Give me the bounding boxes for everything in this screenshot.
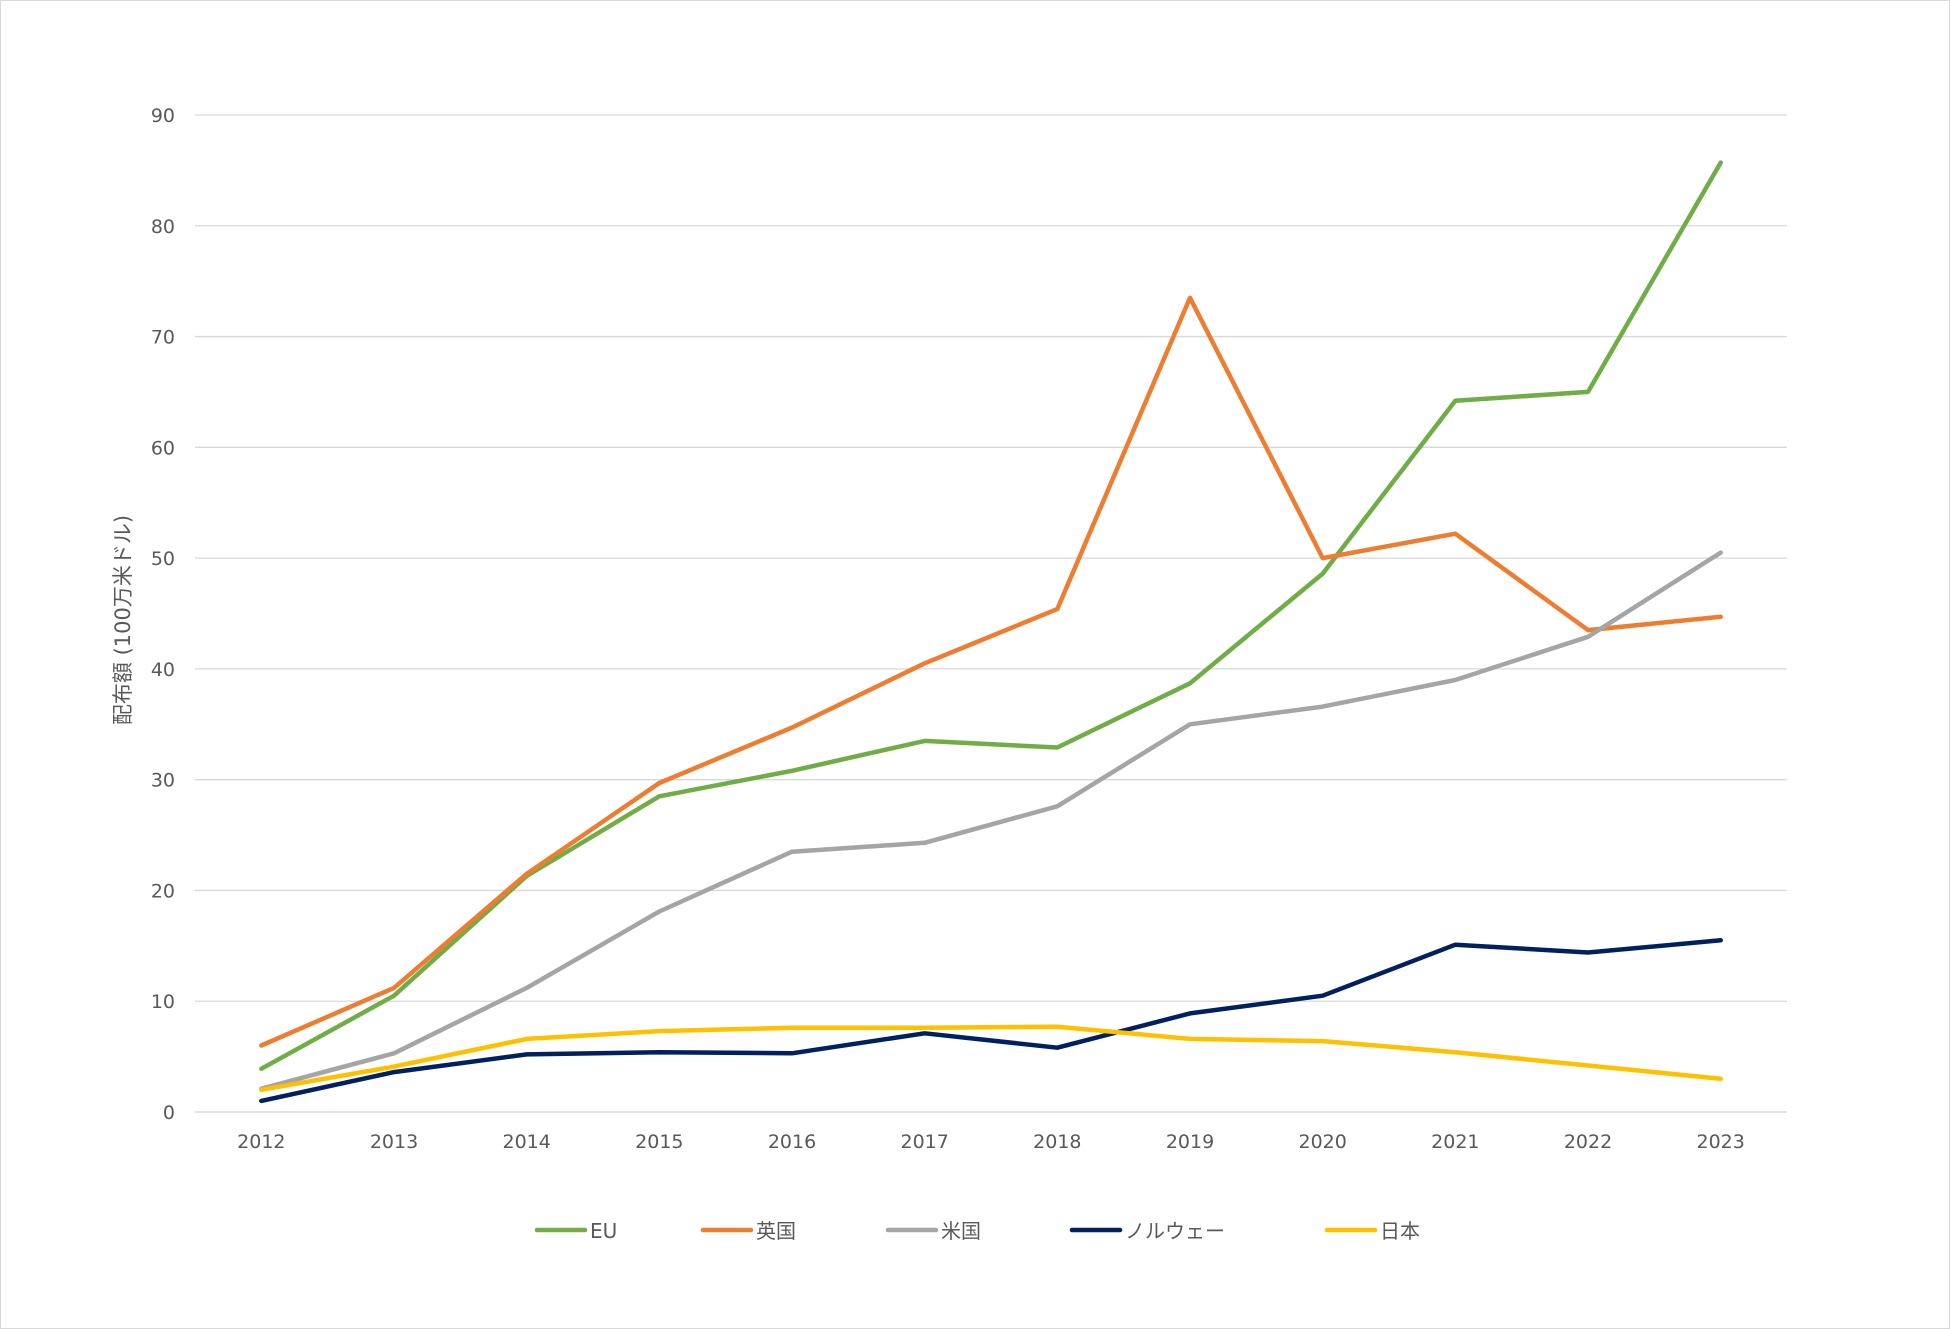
legend: EU 英国 米国 ノルウェー 日本 (534, 1219, 1420, 1243)
series-line-1 (259, 295, 1723, 1048)
legend-label-2: 米国 (941, 1219, 981, 1243)
x-tick-label: 2020 (1298, 1131, 1346, 1153)
legend-label-0: EU (590, 1219, 617, 1243)
y-tick-label: 80 (151, 216, 175, 238)
y-tick-label: 30 (151, 770, 175, 792)
series-line-0 (259, 160, 1723, 1072)
x-tick-label: 2017 (900, 1131, 948, 1153)
y-axis-ticks: 0 10 20 30 40 50 60 70 80 90 (151, 105, 175, 1124)
series-line-4 (259, 1024, 1723, 1093)
x-tick-label: 2013 (370, 1131, 418, 1153)
legend-label-1: 英国 (756, 1219, 796, 1243)
x-tick-label: 2016 (768, 1131, 816, 1153)
x-tick-label: 2018 (1033, 1131, 1081, 1153)
series-line-3 (259, 938, 1723, 1104)
y-tick-label: 60 (151, 437, 175, 459)
legend-label-3: ノルウェー (1125, 1219, 1225, 1243)
x-tick-label: 2021 (1431, 1131, 1479, 1153)
y-tick-label: 0 (163, 1102, 175, 1124)
x-tick-label: 2022 (1564, 1131, 1612, 1153)
y-tick-label: 70 (151, 327, 175, 349)
y-axis-title: 配布額 (100万米ドル) (111, 515, 135, 725)
y-tick-label: 10 (151, 991, 175, 1013)
y-tick-label: 90 (151, 105, 175, 127)
x-axis-ticks: 2012 2013 2014 2015 2016 2017 2018 2019 2020 2021… (237, 1131, 1745, 1153)
y-tick-label: 40 (151, 659, 175, 681)
series-line-2 (259, 550, 1723, 1091)
x-tick-label: 2012 (237, 1131, 285, 1153)
legend-label-4: 日本 (1380, 1219, 1420, 1243)
y-tick-label: 20 (151, 880, 175, 902)
x-tick-label: 2019 (1166, 1131, 1214, 1153)
gridlines (195, 114, 1787, 1113)
x-tick-label: 2023 (1696, 1131, 1744, 1153)
x-tick-label: 2015 (635, 1131, 683, 1153)
x-tick-label: 2014 (502, 1131, 550, 1153)
series-lines (259, 160, 1723, 1104)
y-tick-label: 50 (151, 548, 175, 570)
